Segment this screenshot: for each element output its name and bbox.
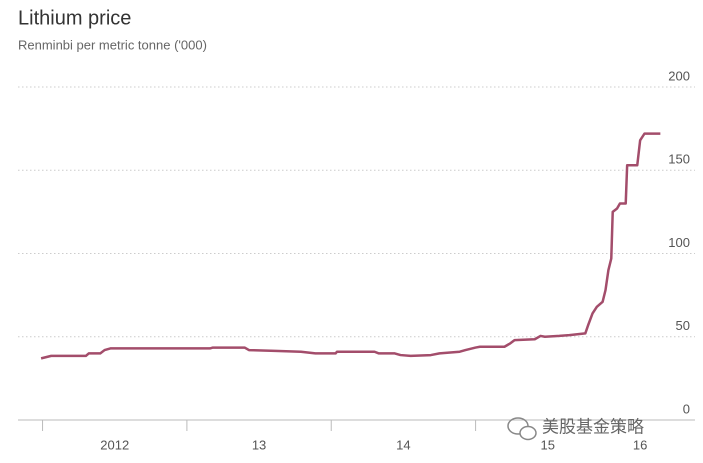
y-tick-label: 150 — [668, 152, 690, 167]
watermark: 美股基金策略 — [542, 417, 644, 436]
y-tick-label: 200 — [668, 68, 690, 83]
chart-subtitle: Renminbi per metric tonne ('000) — [18, 37, 207, 52]
x-tick-label: 2012 — [100, 437, 129, 452]
x-tick-label: 13 — [252, 437, 266, 452]
y-tick-label: 0 — [683, 401, 690, 416]
x-tick-label: 16 — [633, 437, 647, 452]
y-tick-label: 50 — [676, 318, 690, 333]
x-tick-label: 14 — [396, 437, 410, 452]
y-tick-label: 100 — [668, 235, 690, 250]
watermark-icon — [507, 417, 537, 441]
data-line — [40, 132, 661, 360]
chart-title: Lithium price — [18, 7, 131, 29]
x-tick-label: 15 — [541, 437, 555, 452]
